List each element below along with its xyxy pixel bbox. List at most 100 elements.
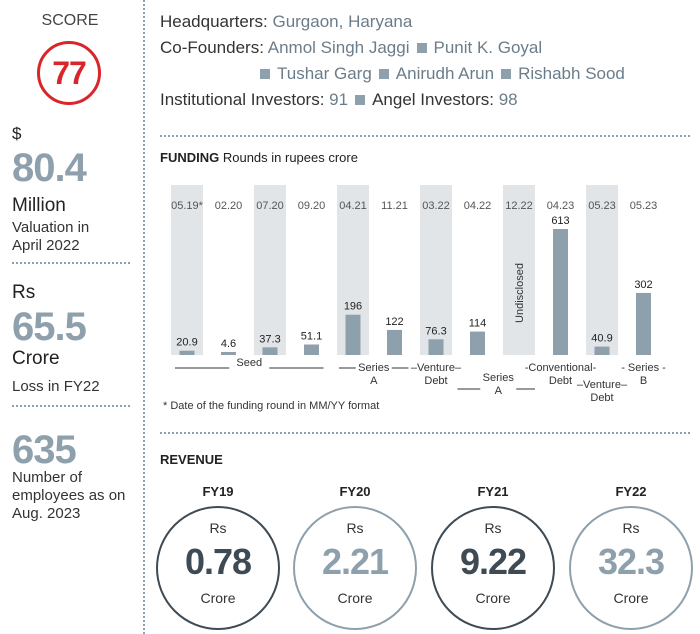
date-label: 05.23	[588, 200, 616, 212]
funding-title-bold: FUNDING	[160, 150, 220, 165]
round-label: Debt	[549, 375, 572, 387]
bar	[221, 352, 236, 355]
loss-caption: Loss in FY22	[12, 378, 100, 395]
loss-currency: Rs	[12, 282, 36, 303]
angel-value: 98	[498, 90, 518, 109]
bullet-square-icon	[355, 95, 366, 106]
divider	[160, 432, 690, 434]
revenue-unit: Crore	[337, 590, 373, 606]
column-divider	[143, 0, 145, 634]
revenue-currency: Rs	[622, 520, 640, 536]
revenue-value: 32.3	[597, 541, 665, 582]
bar	[345, 314, 361, 355]
undisclosed-label: Undisclosed	[514, 263, 526, 323]
loss-value: 65.5	[12, 305, 87, 349]
revenue-year: FY19	[202, 484, 234, 499]
cofounder-name: Rishabh Sood	[518, 64, 625, 83]
revenue-item-fy21: FY21 Rs 9.22 Crore	[431, 484, 555, 630]
employees-caption-1: Number of	[12, 469, 83, 486]
funding-footnote: * Date of the funding round in MM/YY for…	[163, 400, 380, 412]
date-label: 03.22	[422, 200, 450, 212]
revenue-currency: Rs	[346, 520, 364, 536]
bar	[553, 229, 568, 355]
bar	[262, 347, 278, 355]
shaded-column	[171, 185, 203, 355]
score-badge: 77	[37, 41, 101, 105]
round-label: B	[640, 375, 647, 387]
bar	[387, 329, 402, 355]
round-label: Series	[358, 362, 390, 374]
round-label: Series	[483, 372, 515, 384]
revenue-unit: Crore	[200, 590, 236, 606]
round-label: Debt	[590, 392, 613, 404]
value-label: 613	[551, 215, 569, 227]
shaded-column	[254, 185, 286, 355]
bar	[636, 292, 651, 355]
cofounder-name: Tushar Garg	[277, 64, 372, 83]
value-label: 37.3	[259, 333, 280, 345]
revenue-unit: Crore	[475, 590, 511, 606]
institutional-value: 91	[329, 90, 349, 109]
hq-value: Gurgaon, Haryana	[272, 12, 413, 31]
round-label: - Series -	[621, 362, 666, 374]
shaded-column	[420, 185, 452, 355]
revenue-title: REVENUE	[160, 452, 223, 467]
date-label: 07.20	[256, 200, 284, 212]
date-label: 05.19*	[171, 200, 204, 212]
round-label: –Venture–	[577, 379, 628, 391]
valuation-unit: Million	[12, 195, 66, 216]
institutional-label: Institutional Investors:	[160, 90, 325, 109]
value-label: 114	[469, 318, 487, 330]
bullet-square-icon	[501, 69, 512, 80]
valuation-caption-2: April 2022	[12, 237, 80, 254]
key-stats-column: SCORE 77 $ 80.4 Million Valuation in Apr…	[0, 0, 140, 634]
value-label: 196	[344, 301, 362, 313]
hq-label: Headquarters:	[160, 12, 268, 31]
valuation-value: 80.4	[12, 146, 87, 190]
revenue-item-fy22: FY22 Rs 32.3 Crore	[569, 484, 693, 630]
headquarters-line: Headquarters: Gurgaon, Haryana	[160, 12, 412, 32]
funding-title-rest: Rounds in rupees crore	[222, 150, 358, 165]
cofounder-name: Punit K. Goyal	[433, 38, 543, 57]
value-label: 122	[385, 316, 403, 328]
shaded-column	[503, 185, 535, 355]
date-label: 04.23	[547, 200, 575, 212]
revenue-circle: Rs 32.3 Crore	[569, 506, 693, 630]
revenue-year: FY20	[339, 484, 371, 499]
loss-unit: Crore	[12, 348, 60, 369]
employees-caption-3: Aug. 2023	[12, 505, 81, 522]
round-label: Seed	[236, 357, 262, 369]
investors-line: Institutional Investors: 91 Angel Investo…	[160, 90, 518, 110]
bar	[304, 344, 319, 355]
bar	[470, 331, 485, 355]
round-label: –Venture–	[411, 362, 462, 374]
revenue-year: FY21	[477, 484, 509, 499]
funding-title: FUNDING Rounds in rupees crore	[160, 150, 358, 165]
bar	[428, 339, 444, 355]
divider	[12, 405, 130, 407]
date-label: 11.21	[381, 200, 408, 212]
employees-value: 635	[12, 428, 77, 472]
bullet-square-icon	[260, 69, 270, 80]
revenue-item-fy20: FY20 Rs 2.21 Crore	[293, 484, 417, 630]
shaded-column	[586, 185, 618, 355]
valuation-caption-1: Valuation in	[12, 219, 90, 236]
cofounders-line-2: Tushar Garg Anirudh Arun Rishabh Sood	[253, 64, 625, 84]
employees-caption-2: employees as on	[12, 487, 126, 504]
value-label: 4.6	[221, 338, 236, 350]
value-label: 20.9	[176, 337, 197, 349]
score-label: SCORE	[41, 12, 99, 29]
value-label: 40.9	[591, 333, 612, 345]
revenue-circle: Rs 9.22 Crore	[431, 506, 555, 630]
date-label: 05.23	[630, 200, 658, 212]
bullet-square-icon	[378, 69, 389, 80]
revenue-currency: Rs	[484, 520, 502, 536]
revenue-item-fy19: FY19 Rs 0.78 Crore	[156, 484, 280, 630]
revenue-value: 0.78	[184, 541, 252, 582]
cofounders-line: Co-Founders: Anmol Singh Jaggi Punit K. G…	[160, 38, 542, 58]
bar	[179, 350, 195, 355]
cofounder-name: Anirudh Arun	[395, 64, 495, 83]
bar	[594, 346, 610, 355]
round-label: -Conventional-	[525, 362, 597, 374]
round-label: A	[370, 375, 378, 387]
